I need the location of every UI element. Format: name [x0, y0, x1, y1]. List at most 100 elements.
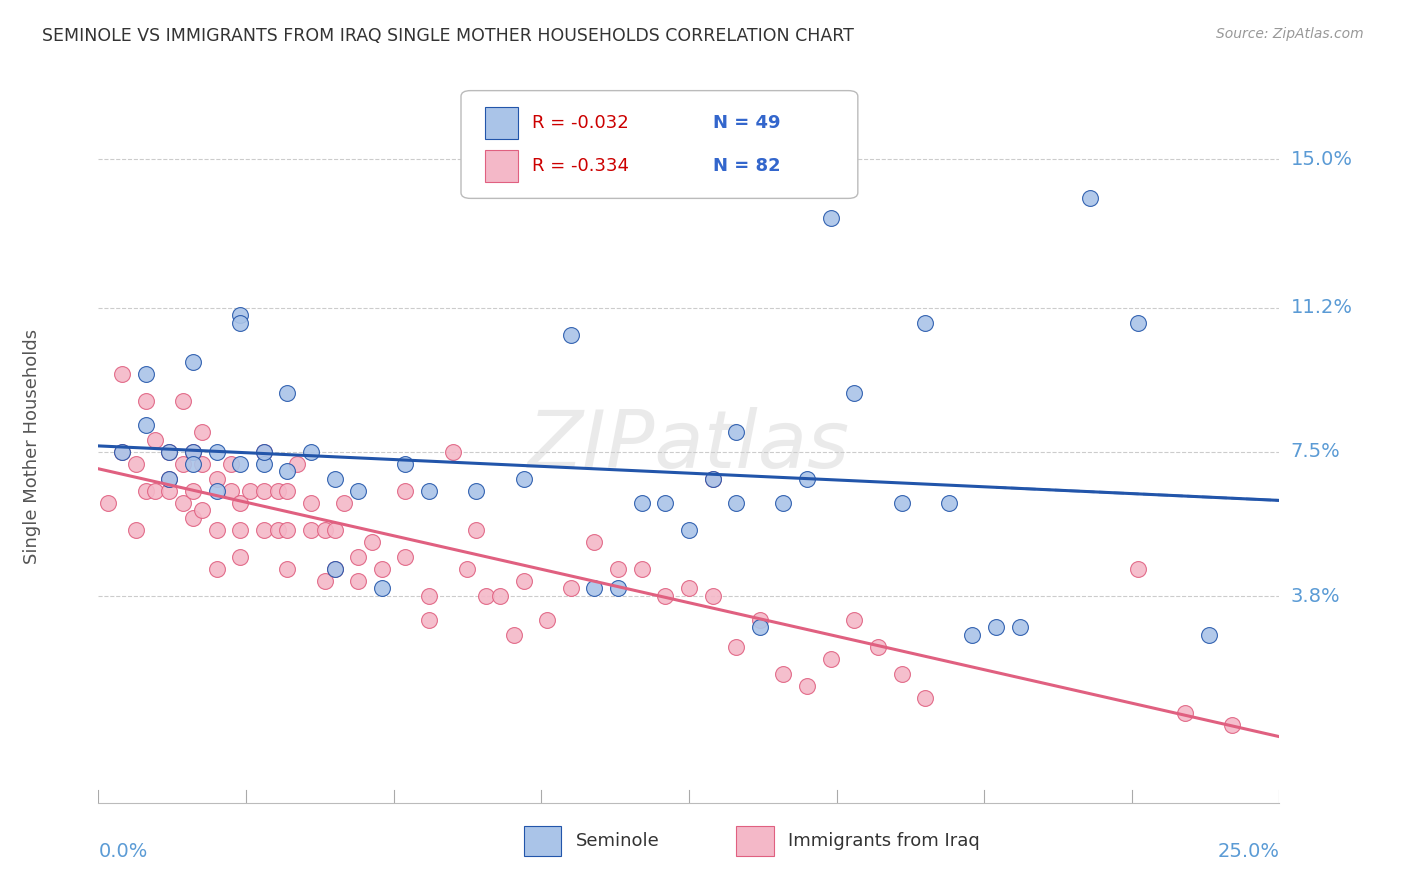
Point: [820, 211, 842, 225]
Point: [560, 582, 582, 596]
Point: [299, 445, 322, 459]
Bar: [485, 150, 517, 182]
Point: [157, 483, 180, 498]
Point: [394, 483, 416, 498]
Point: [205, 523, 228, 537]
Point: [135, 394, 157, 409]
Text: 25.0%: 25.0%: [1218, 842, 1279, 861]
Point: [725, 495, 748, 509]
Point: [181, 355, 204, 369]
Point: [1126, 562, 1149, 576]
Point: [1198, 628, 1220, 642]
Point: [844, 613, 866, 627]
Point: [276, 523, 298, 537]
Point: [143, 483, 166, 498]
Point: [560, 327, 582, 342]
Text: R = -0.334: R = -0.334: [531, 157, 628, 175]
Text: 11.2%: 11.2%: [1291, 298, 1353, 317]
Text: SEMINOLE VS IMMIGRANTS FROM IRAQ SINGLE MOTHER HOUSEHOLDS CORRELATION CHART: SEMINOLE VS IMMIGRANTS FROM IRAQ SINGLE …: [42, 27, 853, 45]
Point: [205, 483, 228, 498]
Point: [1220, 718, 1243, 732]
Point: [172, 457, 194, 471]
Point: [191, 425, 214, 440]
Point: [205, 445, 228, 459]
Text: N = 82: N = 82: [713, 157, 780, 175]
Point: [229, 316, 252, 330]
Point: [914, 690, 936, 705]
Point: [725, 425, 748, 440]
Point: [323, 472, 346, 486]
Point: [702, 589, 724, 603]
Point: [512, 574, 534, 588]
Point: [1174, 706, 1197, 720]
Point: [191, 457, 214, 471]
Point: [267, 523, 290, 537]
Point: [371, 562, 394, 576]
Text: 0.0%: 0.0%: [98, 842, 148, 861]
Point: [229, 457, 252, 471]
Point: [181, 445, 204, 459]
Point: [285, 457, 308, 471]
Point: [229, 550, 252, 565]
Point: [503, 628, 526, 642]
Point: [820, 651, 842, 665]
Point: [583, 534, 606, 549]
Text: 7.5%: 7.5%: [1291, 442, 1340, 461]
Point: [333, 495, 356, 509]
Point: [143, 433, 166, 447]
Point: [135, 483, 157, 498]
Text: Single Mother Households: Single Mother Households: [22, 328, 41, 564]
Point: [157, 472, 180, 486]
Point: [135, 367, 157, 381]
Point: [866, 640, 889, 654]
Bar: [737, 826, 773, 856]
Point: [938, 495, 960, 509]
Point: [267, 483, 290, 498]
Point: [219, 457, 242, 471]
Point: [748, 620, 770, 634]
Text: R = -0.032: R = -0.032: [531, 114, 628, 132]
Point: [465, 483, 488, 498]
Point: [276, 386, 298, 401]
Text: Seminole: Seminole: [575, 832, 659, 850]
Point: [371, 582, 394, 596]
Point: [253, 445, 276, 459]
Point: [361, 534, 384, 549]
Point: [678, 523, 700, 537]
Point: [299, 523, 322, 537]
Text: ZIPatlas: ZIPatlas: [527, 407, 851, 485]
Point: [253, 445, 276, 459]
Point: [276, 483, 298, 498]
Text: 15.0%: 15.0%: [1291, 150, 1353, 169]
Point: [654, 495, 676, 509]
Point: [347, 574, 370, 588]
Point: [418, 613, 440, 627]
Point: [314, 574, 336, 588]
Text: Source: ZipAtlas.com: Source: ZipAtlas.com: [1216, 27, 1364, 41]
Point: [172, 495, 194, 509]
Point: [253, 523, 276, 537]
Point: [323, 562, 346, 576]
Point: [772, 667, 794, 681]
Point: [536, 613, 558, 627]
Point: [111, 367, 134, 381]
Point: [111, 445, 134, 459]
Text: 3.8%: 3.8%: [1291, 587, 1340, 606]
Point: [111, 445, 134, 459]
FancyBboxPatch shape: [461, 91, 858, 198]
Point: [702, 472, 724, 486]
Point: [253, 457, 276, 471]
Point: [157, 445, 180, 459]
Point: [125, 523, 148, 537]
Point: [394, 457, 416, 471]
Point: [465, 523, 488, 537]
Point: [1126, 316, 1149, 330]
Point: [890, 667, 912, 681]
Point: [607, 582, 630, 596]
Point: [323, 562, 346, 576]
Point: [181, 445, 204, 459]
Point: [229, 309, 252, 323]
Bar: [485, 107, 517, 139]
Point: [962, 628, 984, 642]
Point: [191, 503, 214, 517]
